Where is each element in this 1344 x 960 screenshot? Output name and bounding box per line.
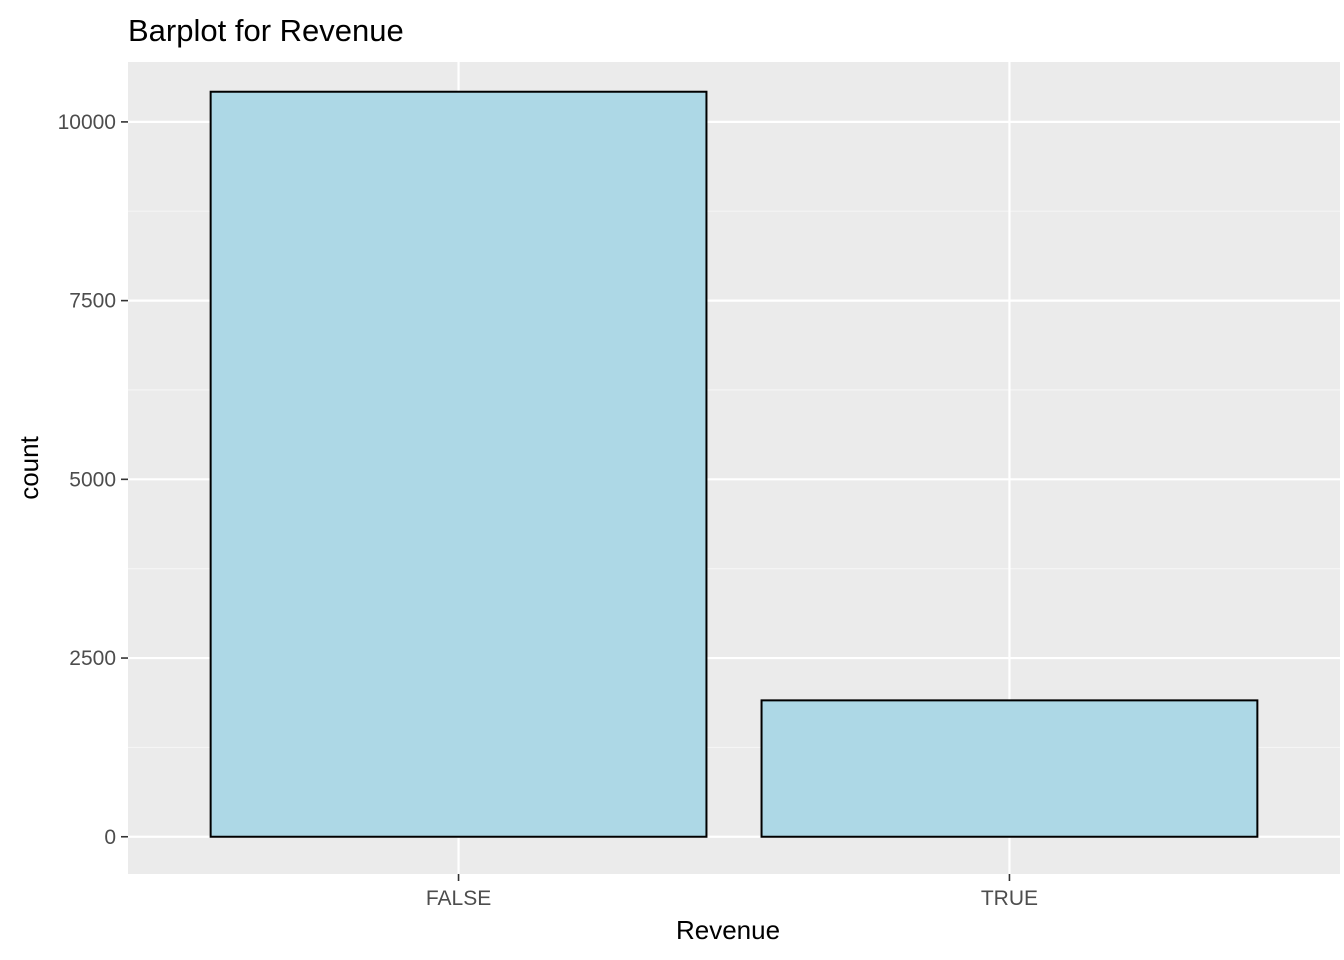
x-tick-label: FALSE (426, 887, 491, 910)
y-tick-label: 5000 (69, 468, 116, 491)
x-axis: FALSE TRUE (426, 874, 1038, 910)
bar-false (209, 90, 708, 838)
y-axis-title: count (14, 435, 44, 499)
y-tick-label: 2500 (69, 647, 116, 670)
y-tick-label: 7500 (69, 290, 116, 313)
y-tick-label: 0 (104, 826, 116, 849)
y-tick-label: 10000 (58, 111, 116, 134)
bars (209, 90, 1259, 838)
x-axis-title: Revenue (676, 915, 780, 945)
bar-true (760, 699, 1259, 838)
y-axis: 0 2500 5000 7500 10000 (58, 111, 128, 849)
chart-title: Barplot for Revenue (128, 13, 404, 48)
x-tick-label: TRUE (981, 887, 1038, 910)
